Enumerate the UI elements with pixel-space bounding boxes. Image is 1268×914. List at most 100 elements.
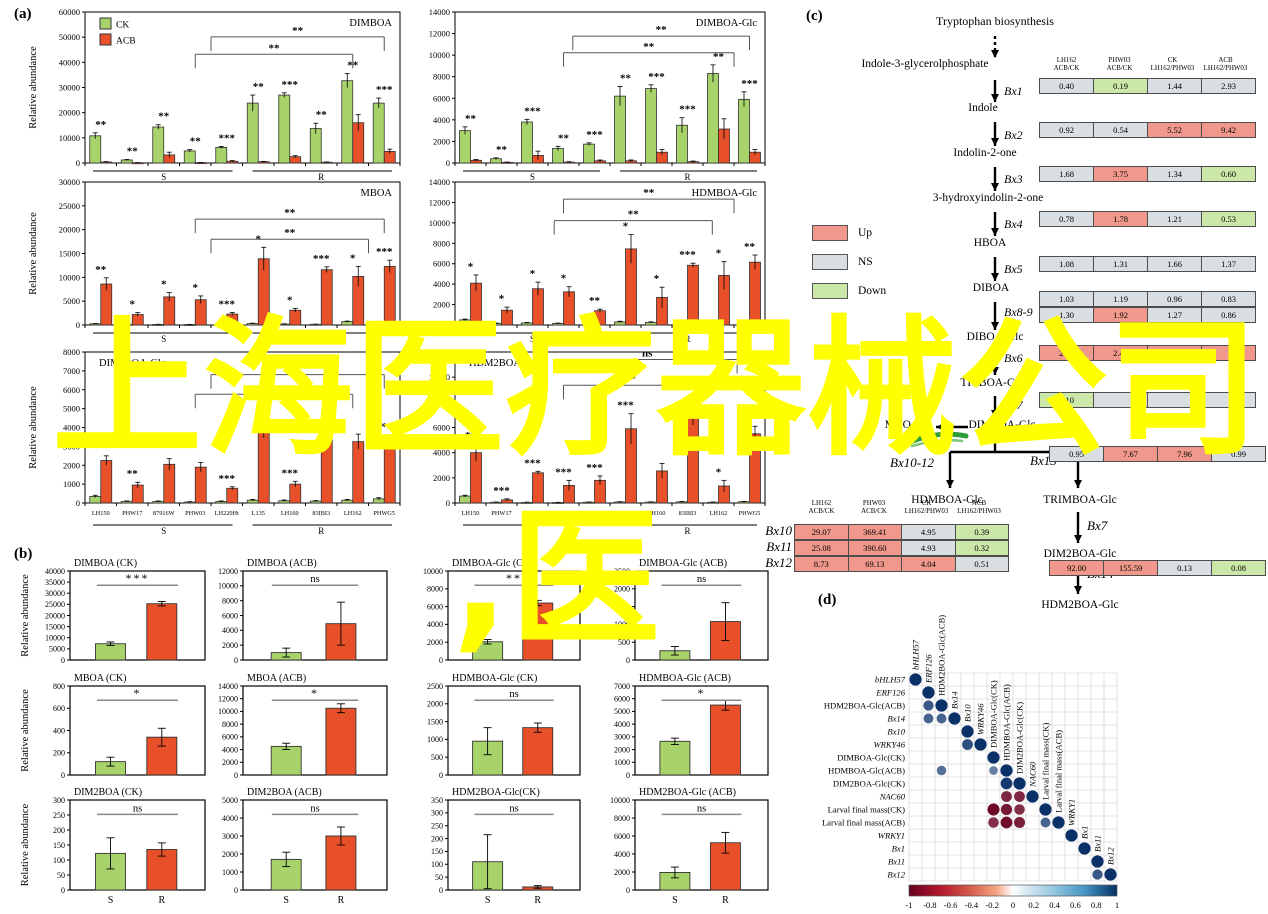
heatmap-cell: 0.40 <box>1039 78 1094 94</box>
pathway-node-trimboaglc: TRIMBOA-Glc <box>1043 494 1117 506</box>
heatmap-row: 0.78 1.78 1.21 0.53 <box>1039 211 1256 227</box>
corr-dot <box>974 738 987 751</box>
chart-title: HDMBOA-Glc (ACB) <box>639 673 731 684</box>
colorbar-tick-label: -0.2 <box>985 900 999 910</box>
heatmap-row: 1.30 1.92 1.27 0.86 <box>1039 307 1256 323</box>
significance-stars: *** <box>555 466 572 478</box>
chart-title: HDM2BOA-Glc <box>469 358 540 369</box>
y-tick-label: 0 <box>234 771 238 780</box>
bar-s <box>659 740 691 776</box>
corr-dot <box>936 713 947 724</box>
y-tick-label: 800 <box>53 682 65 691</box>
significance-stars: *** <box>282 467 299 479</box>
y-tick-label: 0 <box>61 656 65 665</box>
bar-acb <box>163 463 176 504</box>
corr-dot <box>1014 804 1025 815</box>
corr-dot <box>988 817 999 828</box>
bar-r <box>709 704 741 776</box>
y-tick-label: 6000 <box>433 259 450 269</box>
corr-row-label: ERF126 <box>875 688 905 698</box>
heatmap-cell: 1.34 <box>1147 166 1202 182</box>
heatmap-cell: 0.08 <box>1211 560 1266 576</box>
heatmap-row: 92.00 155.59 0.13 0.08 <box>1049 560 1266 576</box>
bar-ck <box>372 102 385 164</box>
y-tick-label: 1500 <box>427 717 443 726</box>
legend-ck-swatch <box>99 17 112 30</box>
comparison-label: ** <box>656 24 668 36</box>
updown-legend-item: Up <box>812 225 872 241</box>
chart-title: DIMBOA-Glc (ACB) <box>639 558 727 569</box>
chart-title: DIM2BOA-Glc <box>99 358 166 369</box>
corr-column-label: Larval final mass(CK) <box>1041 723 1051 800</box>
pathway-gene-label: Bx11 <box>766 539 792 554</box>
significance-label: ns <box>133 803 142 814</box>
colorbar-tick-label: -0.4 <box>965 900 979 910</box>
x-tick-label: 83IBI3 <box>312 510 330 517</box>
corr-column-label: Bx11 <box>1093 835 1103 852</box>
x-tick-label: R <box>338 895 345 906</box>
y-axis-title: Relative abundance <box>28 212 39 295</box>
chart-title: HDMBOA-Glc (CK) <box>452 673 537 684</box>
significance-stars: *** <box>376 84 393 96</box>
x-tick-label: PHW17 <box>491 510 511 517</box>
corr-row-label: Bx14 <box>887 714 905 724</box>
chart-title: DIMBOA-Glc <box>696 18 758 29</box>
y-tick-label: 30000 <box>59 83 80 93</box>
heatmap-column-header: ACB LH162/PHW03 <box>957 500 1001 515</box>
corr-dot <box>922 686 935 699</box>
colorbar-tick-label: -0.6 <box>944 900 958 910</box>
heatmap-cell: 0.54 <box>1093 122 1148 138</box>
chart-title: DIM2BOA (ACB) <box>247 787 322 798</box>
y-tick-label: 0 <box>234 656 238 665</box>
y-tick-label: 5000 <box>63 404 80 414</box>
significance-stars: *** <box>679 249 696 261</box>
chart-title: HDMBOA-Glc <box>692 188 758 199</box>
corr-dot <box>1000 816 1013 829</box>
corr-dot <box>1092 869 1103 880</box>
significance-stars: *** <box>679 104 696 116</box>
y-tick-label: 12000 <box>218 695 238 704</box>
y-tick-label: 8000 <box>433 238 450 248</box>
pathway-gene-label: Bx12 <box>765 555 792 570</box>
heatmap-cell: 8.73 <box>794 556 849 572</box>
bar-acb <box>383 265 396 326</box>
corr-column-label: Bx14 <box>950 691 960 709</box>
green-leaf-swoosh <box>905 431 969 446</box>
y-tick-label: 0 <box>61 886 65 895</box>
x-tick-label: LH220Ht <box>582 510 606 517</box>
corr-dot <box>923 713 934 724</box>
comparison-label: ** <box>292 25 304 37</box>
y-tick-label: 0 <box>76 158 80 168</box>
significance-label: * <box>311 686 319 700</box>
chart-frame <box>242 799 388 891</box>
corr-dot <box>1014 791 1025 802</box>
y-tick-label: 300 <box>431 809 443 818</box>
y-tick-label: 5000 <box>614 707 630 716</box>
y-tick-label: 4000 <box>433 279 450 289</box>
comparison-label: ** <box>284 227 296 239</box>
bar-acb <box>226 487 239 504</box>
significance-stars: * <box>716 248 722 260</box>
bar-s <box>270 745 302 776</box>
comparison-label: * <box>631 373 637 385</box>
bar-ck <box>89 135 102 164</box>
updown-legend-item: NS <box>812 254 873 270</box>
heatmap-cell: 7.67 <box>1103 446 1158 462</box>
bar-ck <box>459 130 471 164</box>
y-tick-label: 15000 <box>45 622 65 631</box>
y-tick-label: 12000 <box>429 197 450 207</box>
corr-dot <box>1078 842 1091 855</box>
bar-acb <box>320 269 333 326</box>
y-tick-label: 0 <box>439 656 443 665</box>
y-tick-label: 150 <box>431 847 443 856</box>
panel-d-label: (d) <box>818 592 837 608</box>
significance-stars: ** <box>316 109 328 121</box>
y-tick-label: 0 <box>234 886 238 895</box>
significance-stars: *** <box>586 462 603 474</box>
heatmap-cell: 1.68 <box>1039 166 1094 182</box>
y-tick-label: 8000 <box>433 397 450 407</box>
heatmap-row: 0.92 0.54 5.52 9.42 <box>1039 122 1256 138</box>
y-tick-label: 0 <box>76 320 80 330</box>
chart-title: MBOA (CK) <box>74 673 127 684</box>
x-tick-label: LH162 <box>344 510 362 517</box>
